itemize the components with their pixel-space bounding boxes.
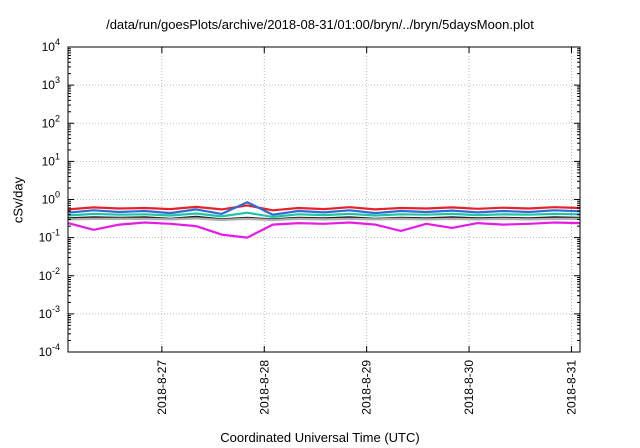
series-line-5 [67, 217, 580, 222]
x-tick-label: 2018-8-27 [155, 360, 169, 415]
series-line-2 [67, 201, 581, 216]
series-line-1 [67, 204, 581, 212]
series-layer [67, 201, 581, 239]
series-line-3 [67, 211, 581, 218]
x-tick-label: 2018-8-29 [360, 360, 374, 415]
axes: 10-4 10-3 10-2 10-1 100 101 102 103 104 2018-8-27… [39, 37, 580, 415]
x-tick-label: 2018-8-31 [564, 360, 578, 415]
y-tick-label: 10-1 [39, 228, 60, 245]
y-tick-label: 101 [42, 151, 60, 168]
grid-lines [68, 47, 580, 352]
x-tick-label: 2018-8-28 [257, 360, 271, 415]
y-tick-label: 10-3 [39, 304, 60, 321]
x-tick-label: 2018-8-30 [462, 360, 476, 415]
y-tick-label: 10-2 [39, 266, 60, 283]
chart-title: /data/run/goesPlots/archive/2018-08-31/0… [106, 17, 534, 32]
y-tick-label: 104 [42, 37, 60, 54]
y-tick-label: 100 [42, 190, 60, 207]
y-tick-label: 102 [42, 113, 60, 130]
y-tick-label: 103 [42, 75, 60, 92]
y-tick-label: 10-4 [39, 342, 60, 359]
x-axis-label: Coordinated Universal Time (UTC) [220, 430, 420, 445]
series-line-6 [67, 221, 581, 239]
